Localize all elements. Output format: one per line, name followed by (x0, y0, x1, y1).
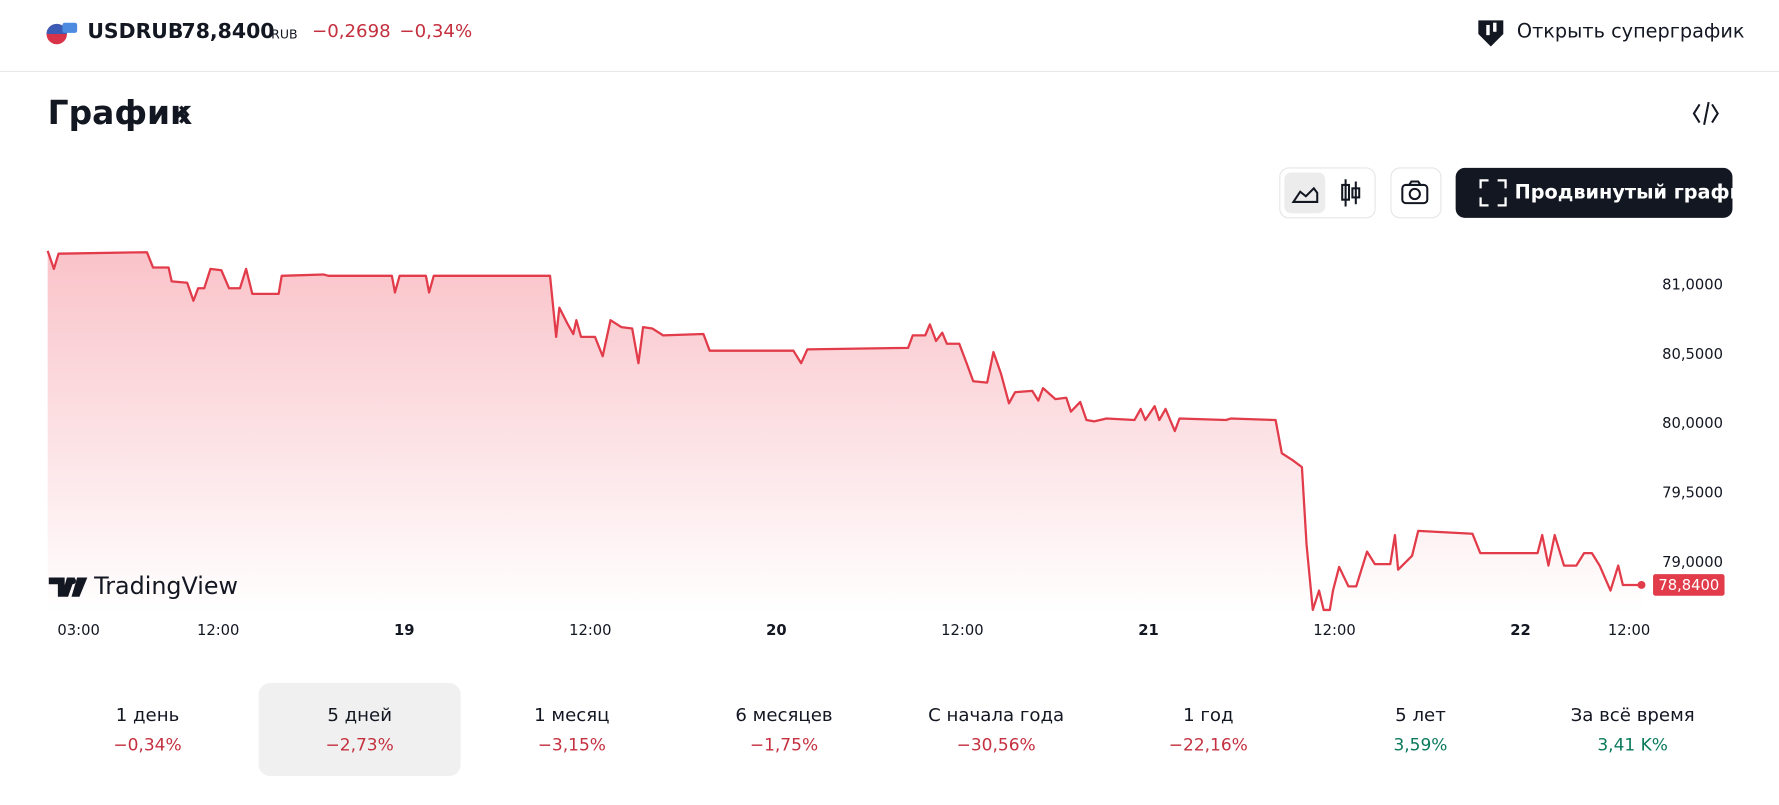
x-tick-label: 12:00 (1313, 622, 1355, 639)
period-label[interactable]: 6 месяцев (735, 705, 832, 726)
line-type-button[interactable] (1284, 172, 1326, 214)
change: −0,2698 (312, 21, 391, 42)
advanced-button[interactable] (1455, 167, 1733, 218)
flag-icon (46, 22, 78, 45)
periods: 1 день −0,34% 5 дней −2,73% 1 месяц −3,15% 6 м… (113, 683, 1695, 777)
period-change[interactable]: −1,75% (750, 735, 818, 755)
y-tick-label: 81,0000 (1662, 277, 1723, 294)
snapshot-button[interactable] (1390, 167, 1442, 219)
period-change[interactable]: −2,73% (326, 735, 394, 755)
x-tick-label: 22 (1510, 622, 1531, 639)
y-tick-label: 79,5000 (1662, 484, 1723, 501)
camera-icon[interactable] (1401, 180, 1429, 205)
plot: 78,8400 81,0000 80,5000 80,0000 79,5000 79,00… (46, 250, 1725, 639)
period-change[interactable]: 3,41 K% (1597, 735, 1668, 755)
x-tick-label: 20 (766, 622, 787, 639)
x-tick-label: 21 (1138, 622, 1159, 639)
period-change[interactable]: −22,16% (1169, 735, 1248, 755)
line-type-icon[interactable] (1291, 186, 1319, 203)
period-selected[interactable] (258, 683, 461, 777)
section-title[interactable]: График (48, 93, 193, 132)
price-badge-label: 78,8400 (1658, 577, 1719, 594)
x-tick-label: 12:00 (941, 622, 983, 639)
period-label[interactable]: 5 дней (327, 705, 392, 726)
y-tick-label: 80,0000 (1662, 415, 1723, 432)
embed-icon[interactable] (1692, 101, 1719, 126)
price-badge (1653, 574, 1725, 596)
y-tick-label: 79,0000 (1662, 554, 1723, 571)
title-chevron[interactable] (179, 105, 190, 124)
period-change[interactable]: −30,56% (957, 735, 1036, 755)
period-change[interactable]: 3,59% (1393, 735, 1447, 755)
last-point (1637, 580, 1646, 589)
x-tick-label: 12:00 (197, 622, 239, 639)
symbol: USDRUB (87, 19, 183, 43)
open-supergraph-label[interactable]: Открыть суперграфик (1517, 19, 1745, 42)
period-change[interactable]: −3,15% (538, 735, 606, 755)
period-label[interactable]: 5 лет (1395, 705, 1446, 726)
x-tick-label: 19 (394, 622, 415, 639)
currency: RUB (271, 27, 297, 42)
fullscreen-icon[interactable] (1479, 179, 1507, 207)
area (47, 250, 1642, 613)
period-label[interactable]: С начала года (928, 705, 1064, 726)
period-label[interactable]: 1 год (1183, 705, 1233, 726)
open-supergraph[interactable]: Открыть суперграфик (1478, 19, 1745, 47)
x-tick-label: 12:00 (569, 622, 611, 639)
change-pct: −0,34% (399, 21, 472, 42)
price: 78,8400 (182, 19, 275, 43)
price-line (46, 250, 1642, 612)
x-tick-label: 03:00 (57, 622, 99, 639)
tradingview-logo: TradingView (48, 572, 238, 600)
watermark: TradingView (93, 572, 238, 600)
candle-type-button[interactable] (1341, 179, 1361, 207)
period-label[interactable]: 1 месяц (534, 705, 609, 726)
period-change[interactable]: −0,34% (113, 735, 181, 755)
period-label[interactable]: 1 день (116, 705, 180, 726)
x-tick-label: 12:00 (1608, 622, 1650, 639)
period-label[interactable]: За всё время (1571, 705, 1695, 726)
advanced-button-label[interactable]: Продвинутый график (1515, 180, 1757, 203)
y-tick-label: 80,5000 (1662, 346, 1723, 363)
